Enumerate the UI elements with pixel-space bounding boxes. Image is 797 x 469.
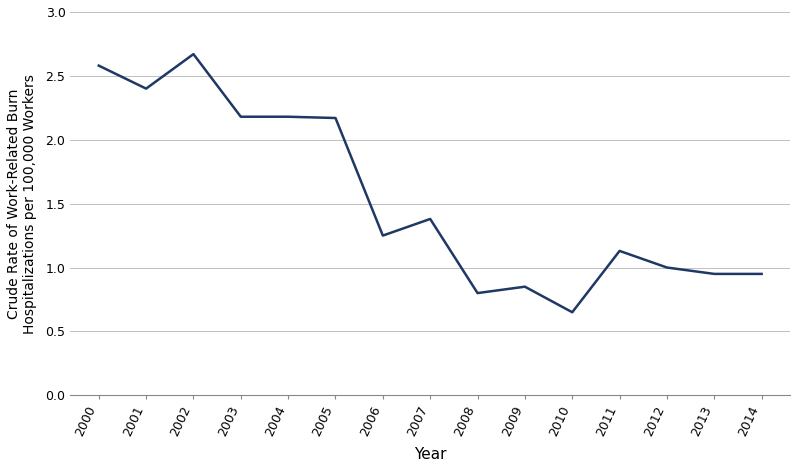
Y-axis label: Crude Rate of Work-Related Burn
Hospitalizations per 100,000 Workers: Crude Rate of Work-Related Burn Hospital… bbox=[7, 74, 37, 333]
X-axis label: Year: Year bbox=[414, 447, 446, 462]
